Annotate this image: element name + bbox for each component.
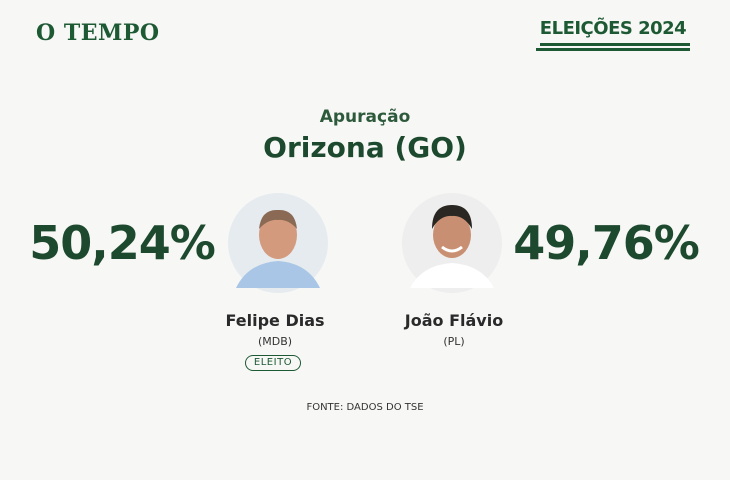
candidate-percent: 49,76% <box>513 216 700 270</box>
candidate-percent: 50,24% <box>29 216 216 270</box>
candidate-name: João Flávio <box>404 311 504 330</box>
brand-underline <box>540 43 690 46</box>
logo: O TEMPO <box>36 20 160 46</box>
brand-underline <box>536 48 690 51</box>
subtitle: Apuração <box>319 107 411 127</box>
brand: ELEIÇÕES 2024 <box>539 18 687 39</box>
elected-badge: ELEITO <box>245 355 301 371</box>
candidate-photo <box>402 193 502 293</box>
source: FONTE: DADOS DO TSE <box>306 402 424 413</box>
candidate-photo <box>228 193 328 293</box>
candidate-name: Felipe Dias <box>225 311 325 330</box>
title: Orizona (GO) <box>263 131 467 164</box>
candidate-party: (MDB) <box>257 335 293 348</box>
candidate-party: (PL) <box>443 335 465 348</box>
